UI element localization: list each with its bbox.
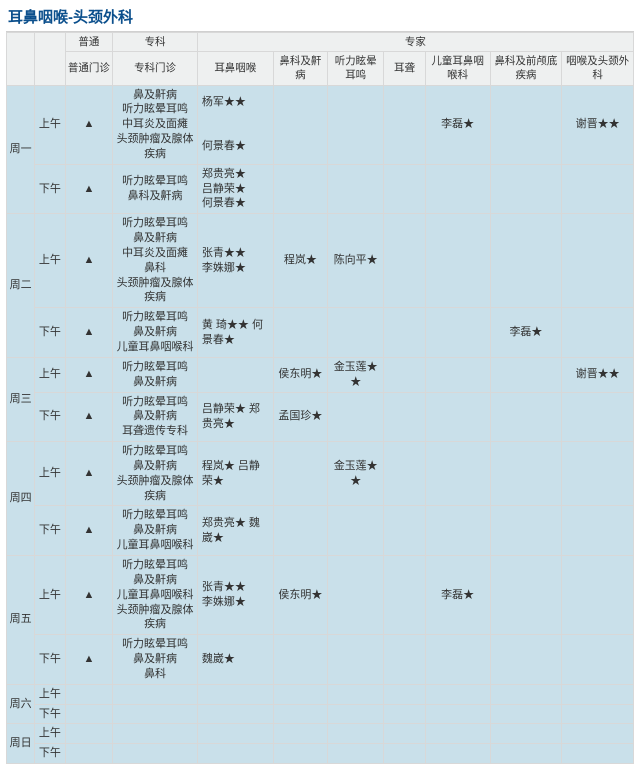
doctors-bkh: 程岚★ [273, 214, 327, 308]
slot-label: 上午 [35, 684, 65, 704]
doctors-bkh: 侯东明★ [273, 555, 327, 634]
table-row: 下午 ▲ 听力眩晕耳鸣鼻及鼾病耳聋遗传专科 吕静荣★ 郑贵亮★ 孟国珍★ [7, 392, 634, 442]
general-mark: ▲ [65, 85, 113, 164]
slot-label: 下午 [35, 704, 65, 724]
general-mark: ▲ [65, 442, 113, 506]
table-row: 下午 ▲ 听力眩晕耳鸣鼻科及鼾病 郑贵亮★吕静荣★何景春★ [7, 164, 634, 214]
day-label: 周六 [7, 684, 35, 724]
specialist-list: 听力眩晕耳鸣鼻及鼾病儿童耳鼻咽喉科 [113, 308, 198, 358]
doctors-ebh: 程岚★ 吕静荣★ [197, 442, 273, 506]
specialist-list: 听力眩晕耳鸣鼻及鼾病儿童耳鼻咽喉科头颈肿瘤及腺体疾病 [113, 555, 198, 634]
table-row: 周六 上午 [7, 684, 634, 704]
day-label: 周二 [7, 214, 35, 358]
col-group-general: 普通 [65, 33, 113, 52]
doctors-ebh: 吕静荣★ 郑贵亮★ [197, 392, 273, 442]
specialist-list: 听力眩晕耳鸣鼻科及鼾病 [113, 164, 198, 214]
doctors-ebh: 杨军★★ 何景春★ [197, 85, 273, 164]
slot-label: 上午 [35, 724, 65, 744]
table-row: 下午 ▲ 听力眩晕耳鸣鼻及鼾病儿童耳鼻咽喉科 郑贵亮★ 魏崴★ [7, 506, 634, 556]
table-row: 下午 [7, 744, 634, 764]
header-row-1: 普通 专科 专家 [7, 33, 634, 52]
col-tl: 听力眩晕耳鸣 [328, 52, 384, 85]
slot-label: 上午 [35, 357, 65, 392]
doctors-qian: 李磊★ [490, 308, 562, 358]
table-row: 下午 [7, 704, 634, 724]
general-mark: ▲ [65, 164, 113, 214]
specialist-list: 听力眩晕耳鸣鼻及鼾病 [113, 357, 198, 392]
general-mark: ▲ [65, 555, 113, 634]
doctors-bkh: 侯东明★ [273, 357, 327, 392]
doctors-yan: 谢晋★★ [562, 357, 634, 392]
table-row: 周五 上午 ▲ 听力眩晕耳鸣鼻及鼾病儿童耳鼻咽喉科头颈肿瘤及腺体疾病 张青★★李… [7, 555, 634, 634]
slot-label: 上午 [35, 85, 65, 164]
doctors-ebh: 张青★★李姝娜★ [197, 555, 273, 634]
general-mark: ▲ [65, 635, 113, 685]
header-row-2: 普通门诊 专科门诊 耳鼻咽喉 鼻科及鼾病 听力眩晕耳鸣 耳聋 儿童耳鼻咽喉科 鼻… [7, 52, 634, 85]
general-mark: ▲ [65, 392, 113, 442]
col-er: 耳聋 [384, 52, 425, 85]
slot-label: 上午 [35, 442, 65, 506]
doctors-ebh: 郑贵亮★吕静荣★何景春★ [197, 164, 273, 214]
slot-label: 下午 [35, 164, 65, 214]
doctors-tl: 陈向平★ [328, 214, 384, 308]
col-bkh: 鼻科及鼾病 [273, 52, 327, 85]
day-label: 周五 [7, 555, 35, 684]
specialist-list: 听力眩晕耳鸣鼻及鼾病中耳炎及面瘫鼻科头颈肿瘤及腺体疾病 [113, 214, 198, 308]
table-row: 周四 上午 ▲ 听力眩晕耳鸣鼻及鼾病头颈肿瘤及腺体疾病 程岚★ 吕静荣★ 金玉莲… [7, 442, 634, 506]
col-group-specialist: 专科 [113, 33, 198, 52]
table-row: 下午 ▲ 听力眩晕耳鸣鼻及鼾病儿童耳鼻咽喉科 黄 琦★★ 何景春★ 李磊★ [7, 308, 634, 358]
col-general-clinic: 普通门诊 [65, 52, 113, 85]
table-row: 周日 上午 [7, 724, 634, 744]
table-row: 周二 上午 ▲ 听力眩晕耳鸣鼻及鼾病中耳炎及面瘫鼻科头颈肿瘤及腺体疾病 张青★★… [7, 214, 634, 308]
specialist-list: 鼻及鼾病听力眩晕耳鸣中耳炎及面瘫头颈肿瘤及腺体疾病 [113, 85, 198, 164]
doctors-bkh: 孟国珍★ [273, 392, 327, 442]
general-mark: ▲ [65, 308, 113, 358]
col-child: 儿童耳鼻咽喉科 [425, 52, 490, 85]
col-group-expert: 专家 [197, 33, 633, 52]
day-label: 周三 [7, 357, 35, 441]
slot-label: 上午 [35, 214, 65, 308]
table-row: 下午 ▲ 听力眩晕耳鸣鼻及鼾病鼻科 魏崴★ [7, 635, 634, 685]
doctors-ebh: 魏崴★ [197, 635, 273, 685]
table-row: 周一 上午 ▲ 鼻及鼾病听力眩晕耳鸣中耳炎及面瘫头颈肿瘤及腺体疾病 杨军★★ 何… [7, 85, 634, 164]
page-title: 耳鼻咽喉-头颈外科 [6, 4, 634, 32]
slot-label: 下午 [35, 506, 65, 556]
doctors-ebh: 张青★★李姝娜★ [197, 214, 273, 308]
doctors-yan: 谢晋★★ [562, 85, 634, 164]
slot-label: 下午 [35, 392, 65, 442]
specialist-list: 听力眩晕耳鸣鼻及鼾病儿童耳鼻咽喉科 [113, 506, 198, 556]
day-label: 周日 [7, 724, 35, 764]
general-mark: ▲ [65, 357, 113, 392]
col-specialist-clinic: 专科门诊 [113, 52, 198, 85]
day-label: 周四 [7, 442, 35, 556]
slot-label: 下午 [35, 635, 65, 685]
col-yan: 咽喉及头颈外科 [562, 52, 634, 85]
doctors-child: 李磊★ [425, 85, 490, 164]
specialist-list: 听力眩晕耳鸣鼻及鼾病耳聋遗传专科 [113, 392, 198, 442]
doctors-ebh: 黄 琦★★ 何景春★ [197, 308, 273, 358]
specialist-list: 听力眩晕耳鸣鼻及鼾病头颈肿瘤及腺体疾病 [113, 442, 198, 506]
col-ebh: 耳鼻咽喉 [197, 52, 273, 85]
general-mark: ▲ [65, 506, 113, 556]
slot-label: 下午 [35, 744, 65, 764]
doctors-ebh: 郑贵亮★ 魏崴★ [197, 506, 273, 556]
slot-label: 下午 [35, 308, 65, 358]
table-row: 周三 上午 ▲ 听力眩晕耳鸣鼻及鼾病 侯东明★ 金玉莲★★ 谢晋★★ [7, 357, 634, 392]
slot-label: 上午 [35, 555, 65, 634]
day-label: 周一 [7, 85, 35, 214]
specialist-list: 听力眩晕耳鸣鼻及鼾病鼻科 [113, 635, 198, 685]
doctors-tl: 金玉莲★★ [328, 442, 384, 506]
doctors-child: 李磊★ [425, 555, 490, 634]
doctors-tl: 金玉莲★★ [328, 357, 384, 392]
col-qian: 鼻科及前颅底疾病 [490, 52, 562, 85]
schedule-table: 普通 专科 专家 普通门诊 专科门诊 耳鼻咽喉 鼻科及鼾病 听力眩晕耳鸣 耳聋 … [6, 32, 634, 764]
general-mark: ▲ [65, 214, 113, 308]
